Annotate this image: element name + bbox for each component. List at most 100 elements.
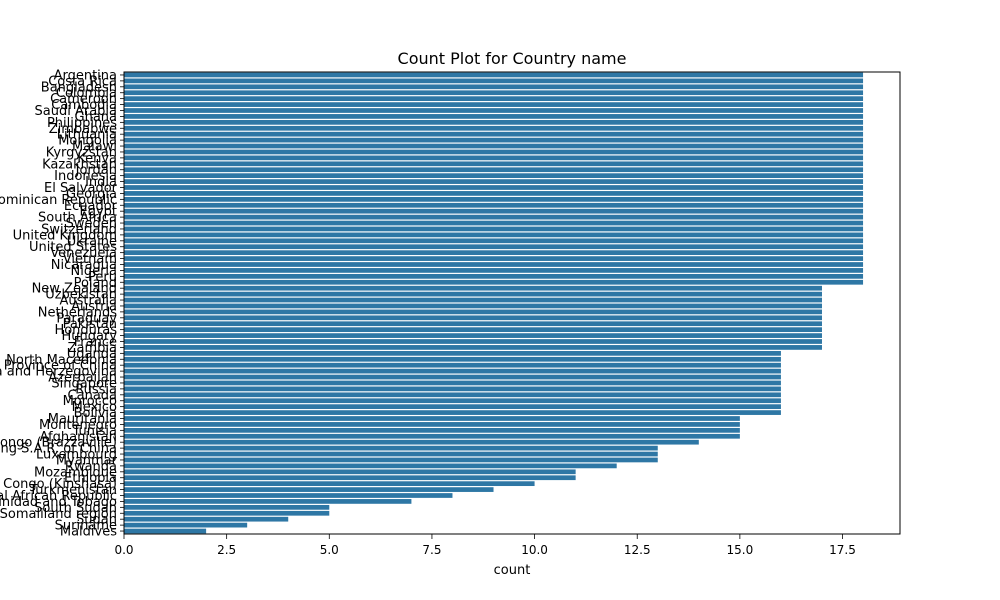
plot-frame — [123, 71, 901, 535]
bar — [124, 404, 781, 410]
bar — [124, 356, 781, 362]
bar — [124, 232, 864, 238]
y-tick-label: Congo (Kinshasa) — [3, 477, 117, 492]
y-tick-label: Mongolia — [58, 134, 117, 149]
y-tick-label: North Macedonia — [6, 353, 117, 368]
bar — [124, 167, 864, 173]
x-tick-label: 0.0 — [114, 543, 133, 557]
y-tick-label: Congo (Brazzaville) — [0, 436, 117, 451]
y-tick-label: Egypt — [79, 205, 117, 220]
y-tick-label: Mauritania — [48, 412, 117, 427]
y-tick-label: Trinidad and Tobago — [0, 495, 117, 510]
bar — [124, 268, 864, 273]
y-tick-label: United States — [29, 240, 117, 255]
y-tick-label: Luxembourg — [36, 448, 117, 463]
bar — [124, 487, 494, 492]
y-tick-label: Ecuador — [64, 199, 118, 214]
y-tick-label: El Salvador — [44, 181, 118, 196]
y-tick-label: Zambia — [68, 341, 117, 356]
y-tick-label: Afghanistan — [40, 430, 117, 445]
bar — [124, 528, 207, 534]
bar — [124, 102, 864, 107]
x-tick-label: 7.5 — [422, 543, 441, 557]
bar — [124, 457, 658, 463]
y-tick-label: Kazakhstan — [42, 157, 117, 172]
y-tick-label: Pakistan — [63, 317, 117, 332]
y-tick-label: Canada — [68, 388, 117, 403]
y-tick-label: Cambodia — [51, 98, 117, 113]
bar — [124, 84, 864, 90]
y-tick-label: Azerbaijan — [48, 371, 117, 386]
bar — [124, 273, 864, 279]
y-tick-label: Peru — [88, 270, 117, 285]
bar — [124, 220, 864, 226]
bar — [124, 143, 864, 149]
y-tick-label: Indonesia — [54, 169, 117, 184]
y-tick-label: Kenya — [77, 151, 117, 166]
bar — [124, 481, 535, 487]
y-tick-label: Jordan — [75, 163, 117, 178]
bar — [124, 380, 781, 386]
y-tick-label: Tunisia — [72, 424, 117, 439]
y-tick-label: Uzbekistan — [45, 288, 117, 303]
y-tick-label: Sweden — [66, 217, 117, 232]
y-tick-label: Kyrgyzstan — [46, 145, 117, 160]
y-tick-label: Honduras — [54, 323, 117, 338]
y-tick-label: Philippines — [47, 116, 117, 131]
bar — [124, 475, 576, 481]
y-tick-label: Vietnam — [63, 252, 117, 267]
y-tick-label: Mexico — [72, 400, 117, 415]
y-tick-label: Maldives — [60, 525, 117, 540]
y-tick-label: Bosnia and Herzegovina — [0, 365, 117, 380]
bar — [124, 321, 822, 327]
y-tick-label: Costa Rica — [48, 74, 117, 89]
y-tick-label: Morocco — [63, 394, 117, 409]
bar — [124, 208, 864, 214]
bar — [124, 333, 822, 338]
bar — [124, 244, 864, 250]
bar — [124, 185, 864, 190]
bar — [124, 191, 864, 196]
bar — [124, 202, 864, 208]
bar — [124, 368, 781, 374]
bar — [124, 72, 864, 78]
x-axis-ticks: 0.0 2.5 5.0 7.5 10.0 12.5 15.0 17.5 — [114, 534, 856, 557]
bar — [124, 214, 864, 220]
x-tick-label: 5.0 — [320, 543, 339, 557]
y-tick-label: South Africa — [38, 211, 117, 226]
bar — [124, 445, 658, 451]
y-tick-label: Rwanda — [65, 459, 117, 474]
y-tick-label: Austria — [71, 299, 117, 314]
bar — [124, 327, 822, 333]
y-tick-label: Sudan — [76, 513, 117, 528]
bar — [124, 374, 781, 380]
y-tick-label: Bangladesh — [41, 80, 117, 95]
y-tick-label: Switzerland — [41, 222, 117, 237]
bar — [124, 196, 864, 202]
y-tick-label: Saudi Arabia — [35, 104, 118, 119]
bar — [124, 90, 864, 96]
bar — [124, 469, 576, 475]
bar — [124, 493, 453, 498]
y-tick-label: Zimbabwe — [49, 122, 117, 137]
y-tick-label: India — [85, 175, 117, 190]
y-tick-label: Argentina — [54, 68, 117, 83]
bar — [124, 179, 864, 184]
bar — [124, 386, 781, 392]
bar — [124, 522, 248, 528]
bar — [124, 315, 822, 321]
bar — [124, 427, 740, 433]
y-tick-label: France — [74, 335, 117, 350]
bar — [124, 250, 864, 256]
bar — [124, 398, 781, 404]
bar — [124, 297, 822, 303]
bar — [124, 303, 822, 309]
bar — [124, 96, 864, 102]
bar — [124, 279, 864, 285]
y-tick-label: Paraguay — [56, 311, 117, 326]
y-tick-label: Hong Kong S.A.R. of China — [0, 442, 117, 457]
bar — [124, 410, 781, 415]
y-tick-label: Australia — [59, 294, 117, 309]
